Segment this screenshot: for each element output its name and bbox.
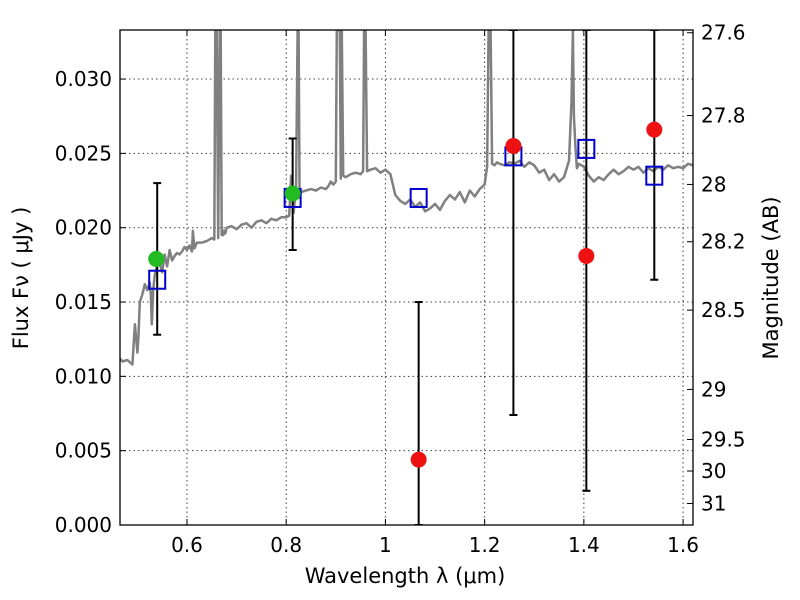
y2-tick-label: 28.2 <box>701 230 746 254</box>
axes: 0.6 0.8 1 1.2 1.4 1.6 0.000 0.005 0.010 0.015 0.02… <box>55 21 746 557</box>
x-tick-label: 1.2 <box>469 533 501 557</box>
y-tick-label: 0.025 <box>55 141 112 165</box>
x-tick-label: 1.6 <box>667 533 699 557</box>
low-sn-point <box>578 247 595 264</box>
model-flux-square <box>645 165 664 186</box>
x-tick-label: 0.6 <box>171 533 203 557</box>
x-tick-label: 1.4 <box>568 533 600 557</box>
low-sn-point <box>410 451 427 468</box>
y2-axis-label: Magnitude (AB) <box>759 196 783 359</box>
y-tick-label: 0.020 <box>55 216 112 240</box>
y2-tick-label: 28.5 <box>701 298 746 322</box>
detection-point <box>284 185 301 202</box>
model-flux-square <box>577 138 596 159</box>
model-flux-square <box>148 269 167 290</box>
detection-point <box>148 250 165 267</box>
x-axis-label: Wavelength λ (μm) <box>305 564 506 588</box>
y-tick-label: 0.010 <box>55 364 112 388</box>
low-sn-point <box>646 121 663 138</box>
y2-tick-label: 30 <box>701 459 726 483</box>
y2-tick-label: 27.6 <box>701 21 746 45</box>
template-spectrum-line <box>120 30 693 366</box>
y-tick-label: 0.015 <box>55 290 112 314</box>
model-flux-square <box>409 187 428 208</box>
y2-tick-label: 28 <box>701 172 726 196</box>
y-tick-label: 0.030 <box>55 67 112 91</box>
y2-tick-label: 29 <box>701 377 726 401</box>
y2-tick-label: 31 <box>701 492 726 516</box>
x-tick-label: 1 <box>379 533 392 557</box>
plot-frame <box>119 29 694 526</box>
y-tick-label: 0.000 <box>55 513 112 537</box>
y2-tick-label: 29.5 <box>701 427 746 451</box>
y-axis-label: Flux Fν ( μJy ) <box>9 207 33 350</box>
y2-tick-label: 27.8 <box>701 104 746 128</box>
low-sn-point <box>505 137 522 154</box>
observed-flux-points <box>148 121 663 468</box>
y-tick-label: 0.005 <box>55 439 112 463</box>
template-spectrum <box>120 30 693 366</box>
x-tick-label: 0.8 <box>270 533 302 557</box>
